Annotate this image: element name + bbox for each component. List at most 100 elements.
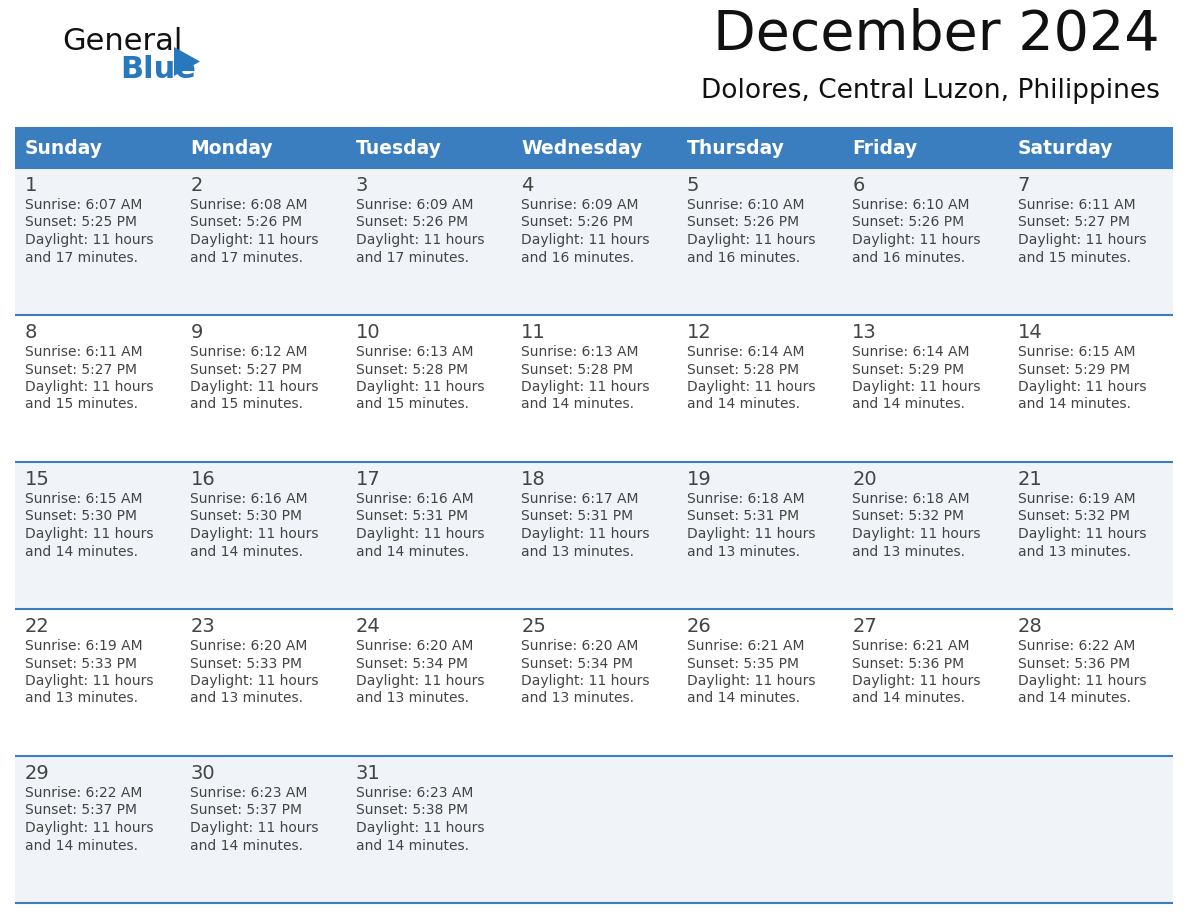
Text: 13: 13 <box>852 323 877 342</box>
Text: 31: 31 <box>356 764 380 783</box>
Text: Sunset: 5:28 PM: Sunset: 5:28 PM <box>522 363 633 376</box>
Text: and 13 minutes.: and 13 minutes. <box>356 691 469 706</box>
Bar <box>15 168 181 315</box>
Text: 1: 1 <box>25 176 37 195</box>
Text: Sunset: 5:26 PM: Sunset: 5:26 PM <box>356 216 468 230</box>
Text: 19: 19 <box>687 470 712 489</box>
Text: Daylight: 11 hours: Daylight: 11 hours <box>687 674 815 688</box>
Bar <box>346 315 511 462</box>
Text: Monday: Monday <box>190 139 273 158</box>
Text: Daylight: 11 hours: Daylight: 11 hours <box>25 527 153 541</box>
Text: and 13 minutes.: and 13 minutes. <box>522 691 634 706</box>
Text: Sunset: 5:36 PM: Sunset: 5:36 PM <box>1018 656 1130 670</box>
Text: Sunrise: 6:10 AM: Sunrise: 6:10 AM <box>687 198 804 212</box>
Text: Daylight: 11 hours: Daylight: 11 hours <box>1018 674 1146 688</box>
Text: Sunrise: 6:09 AM: Sunrise: 6:09 AM <box>356 198 473 212</box>
Text: Sunrise: 6:11 AM: Sunrise: 6:11 AM <box>1018 198 1136 212</box>
Text: Sunset: 5:33 PM: Sunset: 5:33 PM <box>190 656 303 670</box>
Text: Daylight: 11 hours: Daylight: 11 hours <box>356 233 485 247</box>
Text: Thursday: Thursday <box>687 139 784 158</box>
Text: 18: 18 <box>522 470 546 489</box>
Text: Sunrise: 6:23 AM: Sunrise: 6:23 AM <box>356 786 473 800</box>
Bar <box>181 128 346 168</box>
Bar <box>1007 315 1173 462</box>
Text: Sunrise: 6:20 AM: Sunrise: 6:20 AM <box>522 639 639 653</box>
Text: Daylight: 11 hours: Daylight: 11 hours <box>190 380 318 394</box>
Text: Sunset: 5:36 PM: Sunset: 5:36 PM <box>852 656 965 670</box>
Text: Sunrise: 6:16 AM: Sunrise: 6:16 AM <box>356 492 474 506</box>
Text: 14: 14 <box>1018 323 1042 342</box>
Text: and 16 minutes.: and 16 minutes. <box>522 251 634 264</box>
Text: Daylight: 11 hours: Daylight: 11 hours <box>687 380 815 394</box>
Text: Sunset: 5:37 PM: Sunset: 5:37 PM <box>190 803 303 818</box>
Text: 10: 10 <box>356 323 380 342</box>
Text: 22: 22 <box>25 617 50 636</box>
Text: Sunset: 5:37 PM: Sunset: 5:37 PM <box>25 803 137 818</box>
Text: Daylight: 11 hours: Daylight: 11 hours <box>190 674 318 688</box>
Text: Daylight: 11 hours: Daylight: 11 hours <box>190 821 318 835</box>
Text: Tuesday: Tuesday <box>356 139 442 158</box>
Text: Sunday: Sunday <box>25 139 103 158</box>
Text: Sunset: 5:31 PM: Sunset: 5:31 PM <box>687 509 798 523</box>
Bar <box>677 315 842 462</box>
Text: Daylight: 11 hours: Daylight: 11 hours <box>852 380 980 394</box>
Bar <box>346 462 511 609</box>
Text: Sunrise: 6:22 AM: Sunrise: 6:22 AM <box>25 786 143 800</box>
Text: Daylight: 11 hours: Daylight: 11 hours <box>1018 527 1146 541</box>
Text: Sunset: 5:26 PM: Sunset: 5:26 PM <box>687 216 798 230</box>
Text: Wednesday: Wednesday <box>522 139 643 158</box>
Text: 5: 5 <box>687 176 700 195</box>
Text: 23: 23 <box>190 617 215 636</box>
Text: 8: 8 <box>25 323 37 342</box>
Text: Sunrise: 6:15 AM: Sunrise: 6:15 AM <box>1018 345 1135 359</box>
Bar <box>842 609 1007 756</box>
Text: Blue: Blue <box>120 55 196 84</box>
Text: Sunrise: 6:09 AM: Sunrise: 6:09 AM <box>522 198 639 212</box>
Text: Sunrise: 6:13 AM: Sunrise: 6:13 AM <box>522 345 639 359</box>
Text: Sunset: 5:34 PM: Sunset: 5:34 PM <box>356 656 468 670</box>
Bar <box>511 168 677 315</box>
Text: Daylight: 11 hours: Daylight: 11 hours <box>356 674 485 688</box>
Text: and 17 minutes.: and 17 minutes. <box>25 251 138 264</box>
Text: 26: 26 <box>687 617 712 636</box>
Text: Sunrise: 6:08 AM: Sunrise: 6:08 AM <box>190 198 308 212</box>
Text: 3: 3 <box>356 176 368 195</box>
Text: Sunrise: 6:21 AM: Sunrise: 6:21 AM <box>687 639 804 653</box>
Text: and 13 minutes.: and 13 minutes. <box>1018 544 1131 558</box>
Text: 7: 7 <box>1018 176 1030 195</box>
Text: and 13 minutes.: and 13 minutes. <box>190 691 303 706</box>
Text: Sunrise: 6:07 AM: Sunrise: 6:07 AM <box>25 198 143 212</box>
Bar <box>677 756 842 903</box>
Bar <box>181 756 346 903</box>
Bar <box>346 756 511 903</box>
Text: and 14 minutes.: and 14 minutes. <box>356 544 469 558</box>
Text: and 15 minutes.: and 15 minutes. <box>25 397 138 411</box>
Bar <box>842 315 1007 462</box>
Text: 17: 17 <box>356 470 380 489</box>
Text: Daylight: 11 hours: Daylight: 11 hours <box>25 380 153 394</box>
Text: and 14 minutes.: and 14 minutes. <box>190 838 303 853</box>
Bar <box>346 168 511 315</box>
Text: 15: 15 <box>25 470 50 489</box>
Text: Daylight: 11 hours: Daylight: 11 hours <box>356 527 485 541</box>
Bar <box>677 609 842 756</box>
Text: 28: 28 <box>1018 617 1042 636</box>
Bar <box>181 462 346 609</box>
Text: Sunrise: 6:10 AM: Sunrise: 6:10 AM <box>852 198 969 212</box>
Text: Sunrise: 6:20 AM: Sunrise: 6:20 AM <box>190 639 308 653</box>
Text: Sunset: 5:30 PM: Sunset: 5:30 PM <box>190 509 303 523</box>
Text: Sunrise: 6:12 AM: Sunrise: 6:12 AM <box>190 345 308 359</box>
Text: Sunset: 5:34 PM: Sunset: 5:34 PM <box>522 656 633 670</box>
Text: 27: 27 <box>852 617 877 636</box>
Bar <box>677 128 842 168</box>
Text: Sunrise: 6:20 AM: Sunrise: 6:20 AM <box>356 639 473 653</box>
Text: Sunset: 5:27 PM: Sunset: 5:27 PM <box>1018 216 1130 230</box>
Text: and 15 minutes.: and 15 minutes. <box>1018 251 1131 264</box>
Text: Sunset: 5:27 PM: Sunset: 5:27 PM <box>190 363 303 376</box>
Text: Daylight: 11 hours: Daylight: 11 hours <box>687 233 815 247</box>
Text: Sunset: 5:35 PM: Sunset: 5:35 PM <box>687 656 798 670</box>
Bar <box>677 462 842 609</box>
Text: and 14 minutes.: and 14 minutes. <box>687 691 800 706</box>
Bar <box>677 168 842 315</box>
Text: 9: 9 <box>190 323 203 342</box>
